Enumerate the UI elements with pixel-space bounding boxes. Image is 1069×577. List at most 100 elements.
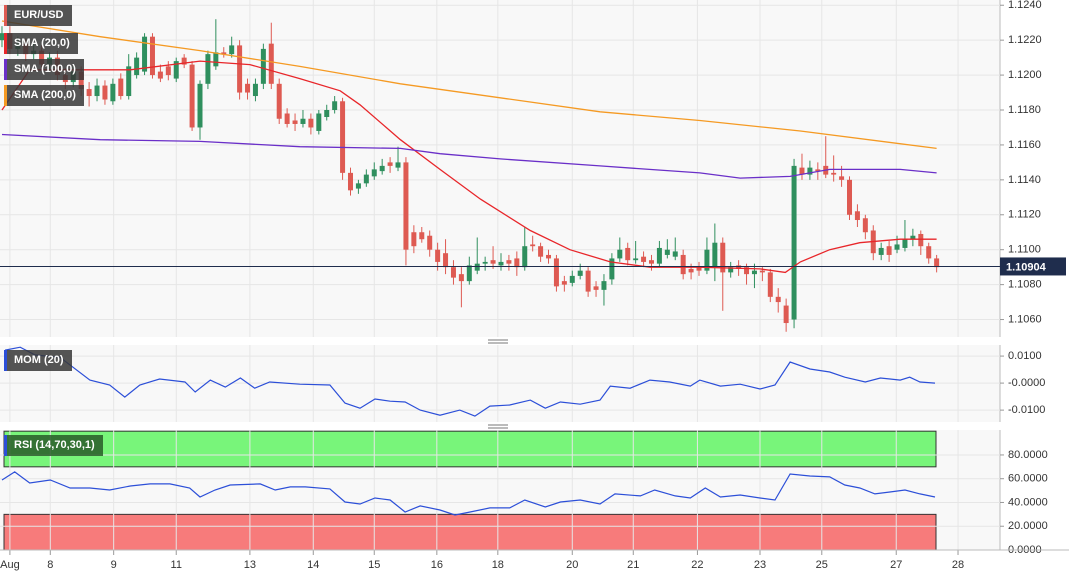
candle-body	[482, 261, 488, 264]
candle-body	[910, 235, 916, 240]
candle-body	[39, 50, 45, 65]
candle-body	[577, 270, 583, 276]
candle-body	[181, 57, 187, 65]
candle-body	[569, 275, 575, 283]
candle-body	[767, 272, 773, 297]
candle-body	[213, 52, 219, 67]
candle-body	[355, 183, 361, 189]
y-tick-label: 1.1200	[1008, 69, 1042, 81]
y-tick-label: 0.0100	[1008, 350, 1042, 362]
candle-body	[126, 66, 132, 97]
candle-body	[807, 167, 813, 175]
candle-body	[672, 251, 678, 257]
candle-body	[498, 261, 504, 266]
legend-label: SMA (100,0)	[14, 63, 76, 75]
candle-body	[316, 113, 322, 131]
candle-body	[625, 247, 631, 261]
candle-body	[751, 270, 757, 275]
candle-body	[815, 169, 821, 172]
candle-body	[134, 57, 140, 76]
legend-swatch	[4, 5, 7, 26]
candle-body	[371, 169, 377, 177]
legend-label: SMA (20,0)	[14, 37, 70, 49]
candle-body	[427, 235, 433, 250]
indicator-line	[1, 471, 936, 516]
y-tick-label: 80.0000	[1008, 449, 1048, 461]
candle-body	[736, 265, 742, 269]
legend-entry: SMA (200,0)	[4, 85, 84, 106]
candle-body	[474, 263, 480, 271]
x-tick-label: 28	[952, 559, 964, 571]
candle-body	[221, 52, 227, 55]
candle-body	[110, 83, 116, 102]
candle-body	[411, 232, 417, 247]
x-tick-label: 11	[171, 559, 182, 571]
candle-body	[775, 296, 781, 303]
candle-body	[704, 249, 710, 271]
candle-body	[340, 101, 346, 173]
candle-body	[926, 246, 932, 259]
candle-body	[831, 172, 837, 175]
candle-body	[395, 162, 401, 168]
last-price-label: 1.10904	[1006, 261, 1047, 273]
y-tick-label: 1.1180	[1008, 104, 1041, 116]
candle-body	[839, 176, 845, 180]
candle-body	[585, 270, 591, 292]
candle-body	[530, 244, 536, 247]
sma-line	[1, 133, 937, 179]
legend-entry: SMA (20,0)	[4, 33, 78, 54]
candle-body	[260, 48, 266, 84]
candle-body	[553, 258, 559, 287]
candle-body	[506, 260, 512, 264]
candle-body	[435, 249, 441, 262]
candle-body	[102, 85, 108, 100]
legend-label: MOM (20)	[14, 354, 64, 366]
candle-body	[847, 179, 853, 215]
candle-body	[514, 258, 520, 268]
band	[3, 430, 937, 468]
candle-body	[728, 267, 734, 273]
candle-body	[276, 83, 282, 119]
legend-label: SMA (200,0)	[14, 89, 76, 101]
candle-body	[443, 253, 449, 268]
y-tick-label: 1.1080	[1008, 279, 1042, 291]
x-tick-label: 21	[627, 559, 639, 571]
candle-body	[268, 43, 274, 84]
x-tick-label: 9	[111, 559, 117, 571]
candle-body	[854, 211, 860, 221]
x-tick-label: 20	[566, 559, 578, 571]
indicator-line	[4, 346, 936, 417]
x-tick-label: 18	[492, 559, 504, 571]
candle-body	[783, 305, 789, 324]
candle-body	[197, 83, 203, 128]
candle-body	[332, 101, 338, 111]
candle-body	[886, 246, 892, 255]
legend-entry: EUR/USD	[4, 5, 72, 26]
candle-body	[656, 247, 662, 264]
candle-body	[363, 174, 369, 184]
candle-body	[403, 162, 409, 250]
candle-body	[664, 249, 670, 255]
candle-body	[878, 247, 884, 255]
candle-body	[934, 258, 940, 268]
legend-entry: MOM (20)	[4, 350, 72, 371]
x-tick-label: 27	[890, 559, 902, 571]
x-tick-label: 8	[47, 559, 53, 571]
x-tick-label: 22	[691, 559, 703, 571]
x-tick-label: 25	[816, 559, 828, 571]
candle-body	[252, 83, 258, 97]
y-tick-label: 1.1060	[1008, 313, 1042, 325]
candle-body	[918, 233, 924, 247]
candle-body	[387, 162, 393, 166]
band	[3, 513, 937, 551]
candle-body	[165, 66, 171, 76]
legend-label: EUR/USD	[14, 9, 64, 21]
legend-label: RSI (14,70,30,1)	[14, 439, 95, 451]
x-tick-label: 15	[368, 559, 380, 571]
x-tick-label: 23	[754, 559, 766, 571]
y-tick-label: 1.1220	[1008, 34, 1042, 46]
candle-body	[237, 45, 243, 93]
legend-entry: SMA (100,0)	[4, 59, 84, 80]
x-tick-label: Aug	[0, 559, 20, 571]
